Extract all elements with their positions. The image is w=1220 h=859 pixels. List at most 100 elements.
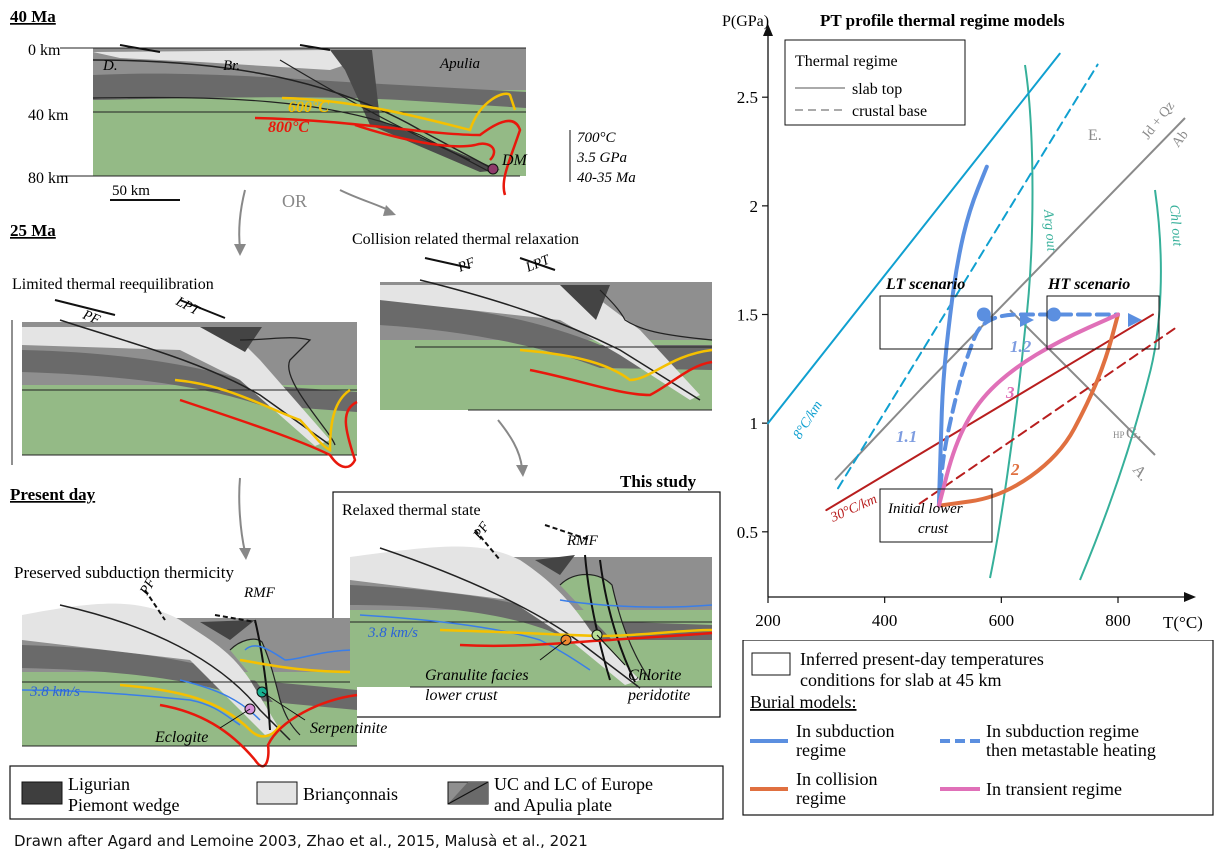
source-credit: Drawn after Agard and Lemoine 2003, Zhao… bbox=[14, 832, 588, 850]
legend-sub-2: regime bbox=[796, 740, 846, 760]
label-hp: HP bbox=[1113, 430, 1125, 440]
label-apulia: Apulia bbox=[439, 56, 480, 72]
x-axis-label: T(°C) bbox=[1163, 613, 1203, 632]
y-tick-label: 2.5 bbox=[737, 88, 758, 107]
dm-pressure: 3.5 GPa bbox=[576, 150, 627, 166]
initial-crust-label-1: Initial lower bbox=[887, 501, 963, 517]
section-40ma bbox=[60, 44, 526, 201]
dm-age: 40-35 Ma bbox=[577, 170, 636, 186]
collision-title: Collision related thermal relaxation bbox=[352, 231, 579, 248]
legend-trans: In transient regime bbox=[986, 779, 1122, 799]
section-25ma-limited bbox=[11, 299, 358, 469]
preserved-title: Preserved subduction thermicity bbox=[14, 563, 235, 582]
legend-meta-1: In subduction regime bbox=[986, 721, 1139, 741]
y-tick-label: 2 bbox=[750, 197, 759, 216]
y-ticks: 0.5 1 1.5 2 2.5 bbox=[737, 88, 768, 542]
path-label-2: 2 bbox=[1010, 460, 1020, 479]
series-line-4 bbox=[936, 164, 989, 508]
legend-slab-top: slab top bbox=[852, 81, 902, 98]
label-8c-km: 8°C/km bbox=[791, 398, 826, 442]
pt-point-0 bbox=[976, 307, 991, 322]
or-text: OR bbox=[282, 191, 307, 211]
y-tick-label: 1.5 bbox=[737, 306, 758, 325]
series-line-2 bbox=[825, 313, 1154, 512]
legend-thermal-title: Thermal regime bbox=[795, 53, 898, 70]
collision-pf: PF bbox=[455, 255, 478, 276]
label-a: A. bbox=[1129, 462, 1152, 485]
stage-25ma-title: 25 Ma bbox=[10, 221, 56, 240]
lt-scenario-box bbox=[879, 295, 993, 350]
y-tick-label: 0.5 bbox=[737, 523, 758, 542]
granulite-label-2: lower crust bbox=[425, 687, 498, 704]
series-line-7 bbox=[936, 312, 1120, 508]
label-dm: DM bbox=[501, 152, 529, 169]
legend-sub-1: In subduction bbox=[796, 721, 895, 741]
legend-burial-title: Burial models: bbox=[750, 692, 857, 712]
depth-0-km: 0 km bbox=[28, 42, 61, 59]
legend-col-2: regime bbox=[796, 788, 846, 808]
x-tick-label: 800 bbox=[1105, 611, 1131, 630]
legend-uc-1: UC and LC of Europe bbox=[494, 774, 653, 794]
label-jd-qz: Jd + Qz bbox=[1139, 99, 1178, 143]
limited-pf: PF bbox=[80, 307, 103, 328]
legend-ligurian-2: Piemont wedge bbox=[68, 795, 179, 815]
chlorite-label-2: peridotite bbox=[627, 687, 690, 704]
ht-scenario-box bbox=[1046, 295, 1160, 350]
series-layer bbox=[767, 52, 1181, 512]
isotherm-600: 600°C bbox=[288, 99, 329, 116]
legend-uc-2: and Apulia plate bbox=[494, 795, 612, 815]
chart-title: PT profile thermal regime models bbox=[820, 11, 1065, 30]
y-tick-label: 1 bbox=[750, 414, 759, 433]
relaxed-rmf: RMF bbox=[566, 533, 599, 549]
label-chl-out: Chl out bbox=[1166, 204, 1185, 248]
x-tick-label: 200 bbox=[755, 611, 781, 630]
pt-chart: PT profile thermal regime models P(GPa) … bbox=[722, 11, 1203, 632]
label-arg-out: Arg out bbox=[1040, 208, 1059, 253]
dm-sample-marker bbox=[487, 163, 499, 175]
label-e: E. bbox=[1088, 127, 1102, 144]
legend-box-swatch bbox=[751, 652, 791, 676]
isotherm-800: 800°C bbox=[268, 119, 309, 136]
limited-lpt: LPT bbox=[172, 294, 202, 320]
lt-scenario-label: LT scenario bbox=[885, 276, 965, 293]
series-line-3 bbox=[918, 324, 1181, 505]
label-br: Br. bbox=[223, 58, 240, 74]
legend-ligurian-1: Ligurian bbox=[68, 774, 130, 794]
path-label-1-2: 1.2 bbox=[1010, 337, 1032, 356]
legend-box-line-2: conditions for slab at 45 km bbox=[800, 670, 1001, 690]
x-ticks: 200 400 600 800 bbox=[755, 597, 1131, 630]
initial-lower-crust-box bbox=[879, 488, 993, 543]
this-study-label: This study bbox=[620, 472, 697, 491]
series-line-6 bbox=[936, 312, 1120, 508]
geodynamic-sections: 40 Ma 0 km 40 km 80 km 50 km D. Br. Apul… bbox=[9, 7, 724, 820]
burial-legend: Inferred present-day temperatures condit… bbox=[742, 640, 1214, 816]
initial-crust-label-2: crust bbox=[918, 521, 949, 537]
ht-scenario-label: HT scenario bbox=[1047, 276, 1130, 293]
y-axis-label: P(GPa) bbox=[722, 13, 769, 30]
limited-title: Limited thermal reequilibration bbox=[12, 276, 214, 293]
legend-box-line-1: Inferred present-day temperatures bbox=[800, 649, 1044, 669]
path-label-1-1: 1.1 bbox=[896, 427, 917, 446]
relaxed-title: Relaxed thermal state bbox=[342, 502, 481, 519]
legend-brianconnais: Briançonnais bbox=[303, 784, 398, 804]
legend-meta-2: then metastable heating bbox=[986, 740, 1156, 760]
preserved-rmf: RMF bbox=[243, 585, 276, 601]
present-title: Present day bbox=[10, 485, 96, 504]
granulite-label-1: Granulite facies bbox=[425, 667, 529, 684]
depth-40-km: 40 km bbox=[28, 107, 69, 124]
relaxed-pf: PF bbox=[470, 519, 493, 543]
series-line-5 bbox=[936, 312, 1120, 508]
section-present-preserved bbox=[21, 589, 358, 768]
label-d: D. bbox=[102, 58, 118, 74]
serpentinite-label: Serpentinite bbox=[310, 720, 387, 737]
x-tick-label: 400 bbox=[872, 611, 898, 630]
series-line-0 bbox=[767, 52, 1061, 425]
label-30c-km: 30°C/km bbox=[828, 492, 880, 526]
relaxed-velocity: 3.8 km/s bbox=[367, 625, 418, 641]
chlorite-label-1: Chlorite bbox=[628, 667, 681, 684]
pt-point-1 bbox=[1046, 307, 1061, 322]
series-line-1 bbox=[837, 63, 1099, 490]
path-label-3: 3 bbox=[1005, 383, 1015, 402]
legend-col-1: In collision bbox=[796, 769, 878, 789]
depth-80-km: 80 km bbox=[28, 170, 69, 187]
